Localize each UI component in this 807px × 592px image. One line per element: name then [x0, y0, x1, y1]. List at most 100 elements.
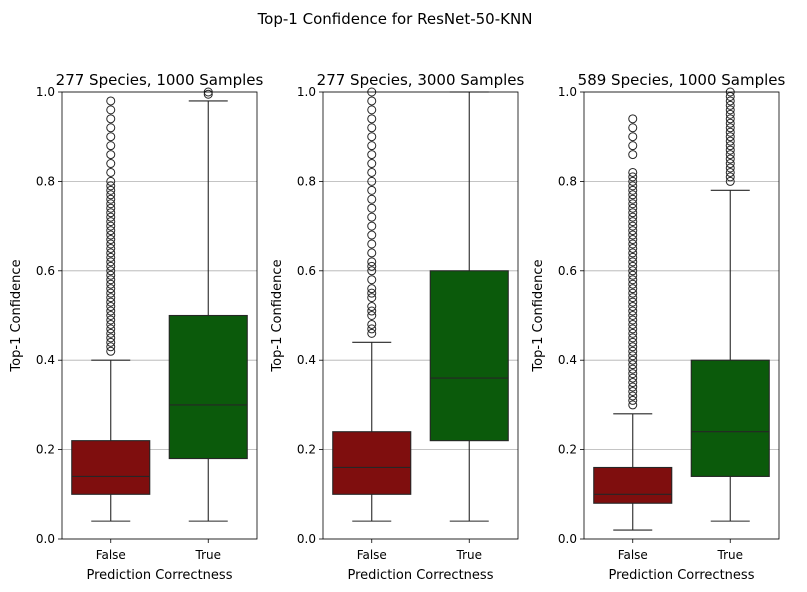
- x-tick-label: True: [456, 548, 483, 562]
- outlier-point: [628, 297, 638, 307]
- x-axis-label: Prediction Correctness: [87, 568, 233, 583]
- outlier-point: [628, 235, 638, 245]
- outlier-point: [628, 141, 638, 151]
- y-tick-label: 0.6: [558, 264, 577, 278]
- outlier-point: [628, 306, 638, 316]
- outlier-point: [628, 257, 638, 267]
- outlier-point: [367, 311, 377, 320]
- outlier-point: [725, 145, 735, 155]
- figure-suptitle: Top-1 Confidence for ResNet-50-KNN: [257, 10, 533, 28]
- outlier-point: [106, 239, 116, 249]
- outlier-point: [367, 105, 377, 115]
- axes-frame: [61, 91, 258, 540]
- outlier-point: [628, 360, 638, 370]
- box-false: [71, 440, 151, 495]
- outlier-point: [628, 288, 638, 298]
- outlier-point: [367, 266, 377, 276]
- outlier-point: [628, 190, 638, 200]
- outlier-point: [725, 163, 735, 173]
- outlier-point: [725, 176, 735, 186]
- outlier-point: [106, 342, 116, 352]
- outlier-point: [367, 176, 377, 186]
- outlier-point: [367, 275, 377, 285]
- outlier-point: [628, 221, 638, 231]
- outlier-point: [367, 293, 377, 303]
- outlier-point: [628, 150, 638, 160]
- outlier-point: [628, 382, 638, 392]
- outlier-point: [106, 333, 116, 343]
- outlier-point: [106, 132, 116, 142]
- outlier-point: [367, 114, 377, 124]
- outlier-point: [106, 270, 116, 280]
- y-tick-label: 0.0: [36, 532, 55, 546]
- outlier-point: [106, 221, 116, 231]
- outlier-point: [106, 243, 116, 253]
- outlier-point: [628, 176, 638, 186]
- box-false: [593, 466, 673, 504]
- subplot-2: 0.0 0.2 0.4 0.6 0.8 1.0 False True 277 Species, …: [270, 71, 525, 583]
- outlier-point: [367, 328, 377, 338]
- outlier-point: [106, 279, 116, 289]
- subplot-title: 277 Species, 1000 Samples: [56, 71, 264, 89]
- outlier-point: [628, 266, 638, 276]
- outlier-point: [106, 328, 116, 338]
- outlier-point: [628, 351, 638, 361]
- axes-frame: [322, 91, 519, 540]
- outlier-point: [106, 306, 116, 316]
- outlier-point: [106, 302, 116, 312]
- outlier-point: [725, 105, 735, 115]
- box-false: [332, 431, 412, 495]
- outlier-point: [628, 342, 638, 352]
- outlier-point: [367, 203, 377, 213]
- box-true: [168, 314, 248, 460]
- outlier-point: [628, 324, 638, 334]
- outlier-point: [367, 185, 377, 195]
- outlier-point: [367, 141, 377, 151]
- outlier-point: [628, 114, 638, 124]
- outlier-point: [367, 257, 377, 267]
- outlier-point: [106, 150, 116, 160]
- outlier-point: [628, 378, 638, 388]
- outlier-point: [725, 96, 735, 106]
- outlier-point: [106, 181, 116, 191]
- outlier-point: [106, 293, 116, 303]
- outlier-point: [106, 141, 116, 151]
- outlier-point: [628, 333, 638, 343]
- outlier-point: [367, 194, 377, 204]
- outlier-point: [725, 167, 735, 177]
- outlier-point: [106, 257, 116, 267]
- outlier-point: [628, 226, 638, 236]
- outlier-point: [628, 319, 638, 329]
- outlier-point: [628, 328, 638, 338]
- outlier-point: [628, 199, 638, 209]
- outlier-point: [725, 154, 735, 164]
- outlier-point: [106, 319, 116, 329]
- outlier-point: [367, 150, 377, 160]
- outlier-point: [725, 127, 735, 137]
- outlier-point: [628, 230, 638, 240]
- outlier-point: [106, 261, 116, 271]
- axes-frame: [583, 91, 780, 540]
- outlier-point: [628, 364, 638, 374]
- subplot-3: 0.0 0.2 0.4 0.6 0.8 1.0 False True 589 Species, …: [531, 71, 786, 583]
- y-axis-label: Top-1 Confidence: [531, 259, 546, 372]
- y-tick-label: 0.8: [297, 174, 316, 188]
- outlier-point: [106, 235, 116, 245]
- y-axis-label: Top-1 Confidence: [9, 259, 24, 372]
- outlier-point: [628, 252, 638, 262]
- outlier-point: [367, 221, 377, 231]
- subplot-title: 589 Species, 1000 Samples: [578, 71, 786, 89]
- outlier-point: [725, 118, 735, 128]
- outlier-point: [628, 337, 638, 347]
- outlier-point: [106, 208, 116, 218]
- outlier-point: [106, 190, 116, 200]
- outlier-point: [106, 199, 116, 209]
- outlier-point: [367, 167, 377, 177]
- outlier-point: [628, 243, 638, 253]
- outlier-point: [106, 185, 116, 195]
- y-tick-label: 0.4: [558, 353, 577, 367]
- outlier-point: [367, 212, 377, 222]
- y-tick-label: 1.0: [36, 85, 55, 99]
- x-tick-label: True: [717, 548, 744, 562]
- y-tick-label: 0.2: [297, 443, 316, 457]
